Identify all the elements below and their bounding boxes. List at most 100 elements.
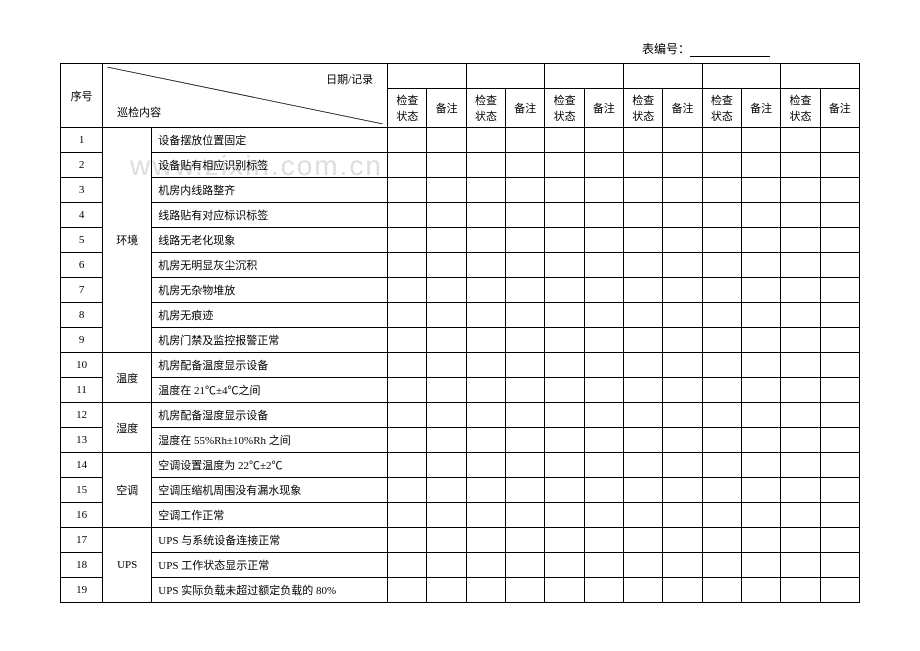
inspection-table: 序号日期/记录巡检内容 检查状态备注检查状态备注检查状态备注检查状态备注检查状态… (60, 63, 860, 603)
cell-remark (427, 528, 466, 553)
cell-remark (506, 153, 545, 178)
cell-remark (741, 228, 780, 253)
cell-check-status (781, 553, 820, 578)
cell-check-status (624, 478, 663, 503)
cell-seq: 5 (61, 228, 103, 253)
cell-check-status (388, 153, 427, 178)
cell-seq: 2 (61, 153, 103, 178)
cell-check-status (545, 428, 584, 453)
cell-check-status (545, 353, 584, 378)
cell-remark (506, 203, 545, 228)
cell-check-status (702, 528, 741, 553)
cell-check-status (545, 253, 584, 278)
cell-remark (741, 303, 780, 328)
cell-description: 机房无明显灰尘沉积 (152, 253, 388, 278)
cell-check-status (466, 278, 505, 303)
cell-remark (820, 303, 859, 328)
table-row: 16空调工作正常 (61, 503, 860, 528)
cell-remark (663, 153, 702, 178)
cell-remark (427, 578, 466, 603)
cell-remark (663, 328, 702, 353)
cell-remark (820, 353, 859, 378)
cell-seq: 11 (61, 378, 103, 403)
col-header-remark: 备注 (584, 89, 623, 128)
cell-remark (820, 553, 859, 578)
cell-seq: 1 (61, 128, 103, 153)
table-row: 11温度在 21℃±4℃之间 (61, 378, 860, 403)
cell-check-status (781, 428, 820, 453)
cell-check-status (781, 178, 820, 203)
cell-remark (506, 353, 545, 378)
cell-check-status (781, 303, 820, 328)
cell-check-status (388, 403, 427, 428)
cell-remark (584, 428, 623, 453)
cell-remark (506, 453, 545, 478)
cell-remark (820, 203, 859, 228)
cell-remark (663, 128, 702, 153)
cell-check-status (702, 453, 741, 478)
cell-remark (584, 328, 623, 353)
cell-remark (741, 453, 780, 478)
cell-description: 机房无痕迹 (152, 303, 388, 328)
cell-seq: 17 (61, 528, 103, 553)
cell-remark (820, 528, 859, 553)
cell-check-status (545, 128, 584, 153)
cell-remark (584, 528, 623, 553)
cell-remark (584, 228, 623, 253)
col-header-remark: 备注 (741, 89, 780, 128)
cell-remark (427, 428, 466, 453)
form-number-row: 表编号： (60, 40, 860, 57)
cell-check-status (624, 303, 663, 328)
cell-remark (584, 178, 623, 203)
cell-remark (427, 403, 466, 428)
cell-remark (584, 153, 623, 178)
cell-remark (584, 303, 623, 328)
cell-check-status (702, 553, 741, 578)
cell-remark (427, 378, 466, 403)
cell-remark (663, 253, 702, 278)
table-row: 14空调空调设置温度为 22℃±2℃ (61, 453, 860, 478)
cell-remark (741, 253, 780, 278)
cell-seq: 12 (61, 403, 103, 428)
cell-check-status (624, 403, 663, 428)
cell-check-status (624, 528, 663, 553)
cell-remark (427, 278, 466, 303)
table-row: 13湿度在 55%Rh±10%Rh 之间 (61, 428, 860, 453)
cell-check-status (624, 153, 663, 178)
cell-check-status (781, 228, 820, 253)
cell-check-status (781, 453, 820, 478)
cell-check-status (545, 453, 584, 478)
cell-check-status (624, 253, 663, 278)
cell-check-status (624, 278, 663, 303)
col-header-remark: 备注 (427, 89, 466, 128)
cell-check-status (624, 453, 663, 478)
cell-remark (663, 428, 702, 453)
col-header-check-status: 检查状态 (624, 89, 663, 128)
cell-remark (741, 178, 780, 203)
cell-remark (741, 278, 780, 303)
table-row: 6机房无明显灰尘沉积 (61, 253, 860, 278)
cell-check-status (466, 353, 505, 378)
cell-check-status (388, 203, 427, 228)
cell-check-status (702, 478, 741, 503)
cell-remark (663, 503, 702, 528)
cell-remark (506, 303, 545, 328)
cell-remark (584, 278, 623, 303)
col-header-remark: 备注 (506, 89, 545, 128)
cell-check-status (466, 228, 505, 253)
cell-check-status (388, 503, 427, 528)
cell-remark (506, 178, 545, 203)
cell-check-status (545, 528, 584, 553)
cell-seq: 9 (61, 328, 103, 353)
cell-remark (506, 328, 545, 353)
cell-check-status (781, 503, 820, 528)
cell-remark (820, 278, 859, 303)
cell-description: 设备摆放位置固定 (152, 128, 388, 153)
cell-check-status (624, 203, 663, 228)
cell-check-status (388, 478, 427, 503)
cell-remark (506, 228, 545, 253)
cell-check-status (466, 528, 505, 553)
cell-description: 线路贴有对应标识标签 (152, 203, 388, 228)
cell-description: 机房配备湿度显示设备 (152, 403, 388, 428)
diag-bottom-label: 巡检内容 (117, 104, 161, 120)
